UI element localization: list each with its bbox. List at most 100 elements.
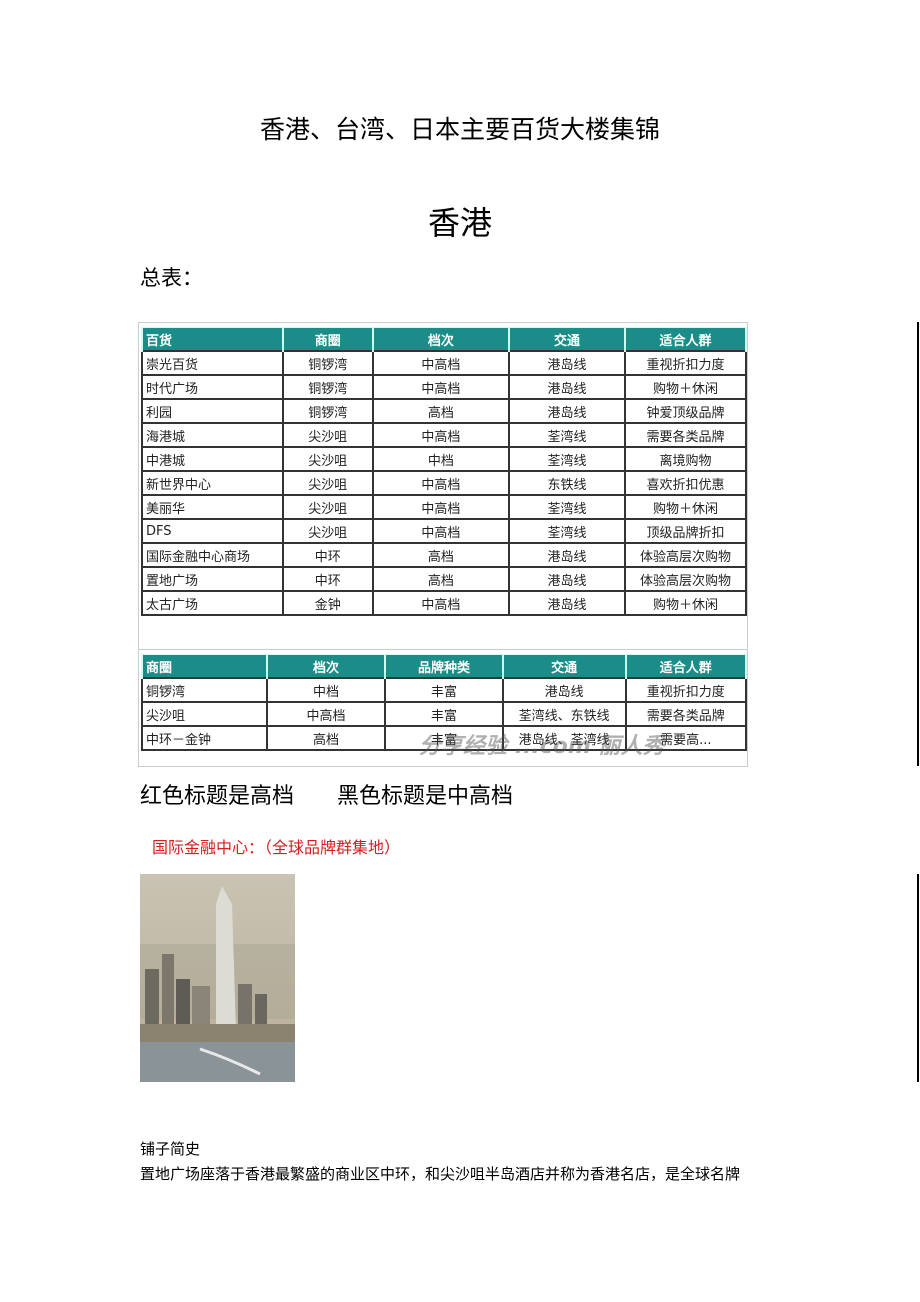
column-header: 适合人群 [624, 654, 748, 679]
table-row: 新世界中心 尖沙咀 中高档 东铁线 喜欢折扣优惠 [141, 470, 748, 496]
table-cell: 丰富 [384, 701, 504, 727]
table-cell: 港岛线 [501, 677, 627, 703]
table-cell: 铜锣湾 [141, 677, 268, 703]
table-row: DFS 尖沙咀 中高档 荃湾线 顶级品牌折扣 [141, 518, 748, 544]
table-cell: 国际金融中心商场 [141, 542, 284, 568]
table-cell: DFS [141, 518, 284, 544]
table-row: 美丽华 尖沙咀 中高档 荃湾线 购物＋休闲 [141, 494, 748, 520]
table-cell: 丰富 [384, 725, 504, 751]
header-row: 商圈 档次 品牌种类 交通 适合人群 [141, 654, 748, 679]
table-cell: 中环 [281, 542, 374, 568]
table-cell: 中高档 [371, 422, 510, 448]
table-cell: 利园 [141, 398, 284, 424]
table-row: 铜锣湾 中档 丰富 港岛线 重视折扣力度 [141, 677, 748, 703]
legend-text: 红色标题是高档 黑色标题是中高档 [140, 778, 549, 810]
table-cell: 高档 [371, 566, 510, 592]
table-cell: 美丽华 [141, 494, 284, 520]
table-cell: 中环－金钟 [141, 725, 268, 751]
table-cell: 新世界中心 [141, 470, 284, 496]
table-cell: 时代广场 [141, 374, 284, 400]
table-row: 时代广场 铜锣湾 中高档 港岛线 购物＋休闲 [141, 374, 748, 400]
table-cell: 顶级品牌折扣 [623, 518, 748, 544]
table-cell: 购物＋休闲 [623, 494, 748, 520]
header-row: 百货 商圈 档次 交通 适合人群 [141, 327, 748, 352]
table-cell: 尖沙咀 [141, 701, 268, 727]
table-cell: 重视折扣力度 [623, 350, 748, 376]
column-header: 交通 [501, 654, 627, 679]
table-cell: 铜锣湾 [281, 350, 374, 376]
table-row: 崇光百货 铜锣湾 中高档 港岛线 重视折扣力度 [141, 350, 748, 376]
column-header: 档次 [265, 654, 387, 679]
legend-black: 黑色标题是中高档 [337, 784, 514, 809]
table-cell: 中港城 [141, 446, 284, 472]
table-cell: 高档 [265, 725, 387, 751]
ifc-heading: 国际金融中心：（全球品牌群集地） [152, 838, 401, 857]
table-cell: 中环 [281, 566, 374, 592]
table-cell: 中高档 [371, 494, 510, 520]
table-cell: 中高档 [371, 470, 510, 496]
section-heading: 香港 [427, 204, 492, 242]
column-header: 商圈 [281, 327, 374, 352]
column-header: 交通 [507, 327, 626, 352]
table-row: 尖沙咀 中高档 丰富 荃湾线、东铁线 需要各类品牌 [141, 701, 748, 727]
table-cell: 铜锣湾 [281, 398, 374, 424]
table-cell: 荃湾线 [507, 422, 626, 448]
table-cell: 海港城 [141, 422, 284, 448]
table-cell: 需要各类品牌 [623, 422, 748, 448]
table-cell: 荃湾线 [507, 518, 626, 544]
column-header: 适合人群 [623, 327, 748, 352]
page-edge-line [917, 874, 919, 1082]
history-heading: 铺子简史 [140, 1140, 201, 1158]
table-cell: 重视折扣力度 [624, 677, 748, 703]
table-cell: 港岛线、荃湾线 [501, 725, 627, 751]
district-table-image: 商圈 档次 品牌种类 交通 适合人群 铜锣湾 中档 丰富 港岛线 重视折扣力度 尖沙咀 中高档 丰富 荃湾… [138, 650, 748, 767]
table-cell: 尖沙咀 [281, 470, 374, 496]
page-edge-line [917, 322, 919, 766]
table-cell: 中档 [265, 677, 387, 703]
table-row: 海港城 尖沙咀 中高档 荃湾线 需要各类品牌 [141, 422, 748, 448]
column-header: 品牌种类 [384, 654, 504, 679]
table-cell: 尖沙咀 [281, 422, 374, 448]
table-cell: 金钟 [281, 590, 374, 616]
table-cell: 中高档 [371, 350, 510, 376]
table-cell: 丰富 [384, 677, 504, 703]
table-cell: 体验高层次购物 [623, 566, 748, 592]
table-cell: 港岛线 [507, 590, 626, 616]
table-cell: 中档 [371, 446, 510, 472]
table-row: 中环－金钟 高档 丰富 港岛线、荃湾线 需要高... [141, 725, 748, 751]
table-cell: 太古广场 [141, 590, 284, 616]
table-cell: 荃湾线、东铁线 [501, 701, 627, 727]
table-cell: 荃湾线 [507, 494, 626, 520]
column-header: 档次 [371, 327, 510, 352]
table-cell: 高档 [371, 398, 510, 424]
table-cell: 荃湾线 [507, 446, 626, 472]
table-cell: 港岛线 [507, 398, 626, 424]
table-cell: 中高档 [371, 518, 510, 544]
table-row: 中港城 尖沙咀 中档 荃湾线 离境购物 [141, 446, 748, 472]
table-cell: 港岛线 [507, 374, 626, 400]
table-cell: 东铁线 [507, 470, 626, 496]
summary-table-image: 百货 商圈 档次 交通 适合人群 崇光百货 铜锣湾 中高档 港岛线 重视折扣力度 时代广场 铜锣湾 中高… [138, 322, 748, 650]
table-row: 太古广场 金钟 中高档 港岛线 购物＋休闲 [141, 590, 748, 616]
table-cell: 购物＋休闲 [623, 590, 748, 616]
column-header: 百货 [141, 327, 284, 352]
table-cell: 购物＋休闲 [623, 374, 748, 400]
table-cell: 高档 [371, 542, 510, 568]
ifc-photo [140, 874, 295, 1082]
table-cell: 中高档 [265, 701, 387, 727]
table-cell: 钟爱顶级品牌 [623, 398, 748, 424]
table-cell: 尖沙咀 [281, 518, 374, 544]
department-store-table: 百货 商圈 档次 交通 适合人群 崇光百货 铜锣湾 中高档 港岛线 重视折扣力度 时代广场 铜锣湾 中高… [141, 327, 748, 616]
table-cell: 尖沙咀 [281, 494, 374, 520]
table-row: 置地广场 中环 高档 港岛线 体验高层次购物 [141, 566, 748, 592]
table-cell: 离境购物 [623, 446, 748, 472]
table-cell: 需要各类品牌 [624, 701, 748, 727]
table-cell: 崇光百货 [141, 350, 284, 376]
table-cell: 港岛线 [507, 542, 626, 568]
column-header: 商圈 [141, 654, 268, 679]
watermark: 分享经验 ...com 丽人秀 [419, 734, 665, 759]
table-cell: 港岛线 [507, 350, 626, 376]
table-cell: 港岛线 [507, 566, 626, 592]
history-paragraph: 置地广场座落于香港最繁盛的商业区中环，和尖沙咀半岛酒店并称为香港名店，是全球名牌 [140, 1165, 741, 1183]
district-table: 商圈 档次 品牌种类 交通 适合人群 铜锣湾 中档 丰富 港岛线 重视折扣力度 尖沙咀 中高档 丰富 荃湾… [141, 654, 748, 751]
